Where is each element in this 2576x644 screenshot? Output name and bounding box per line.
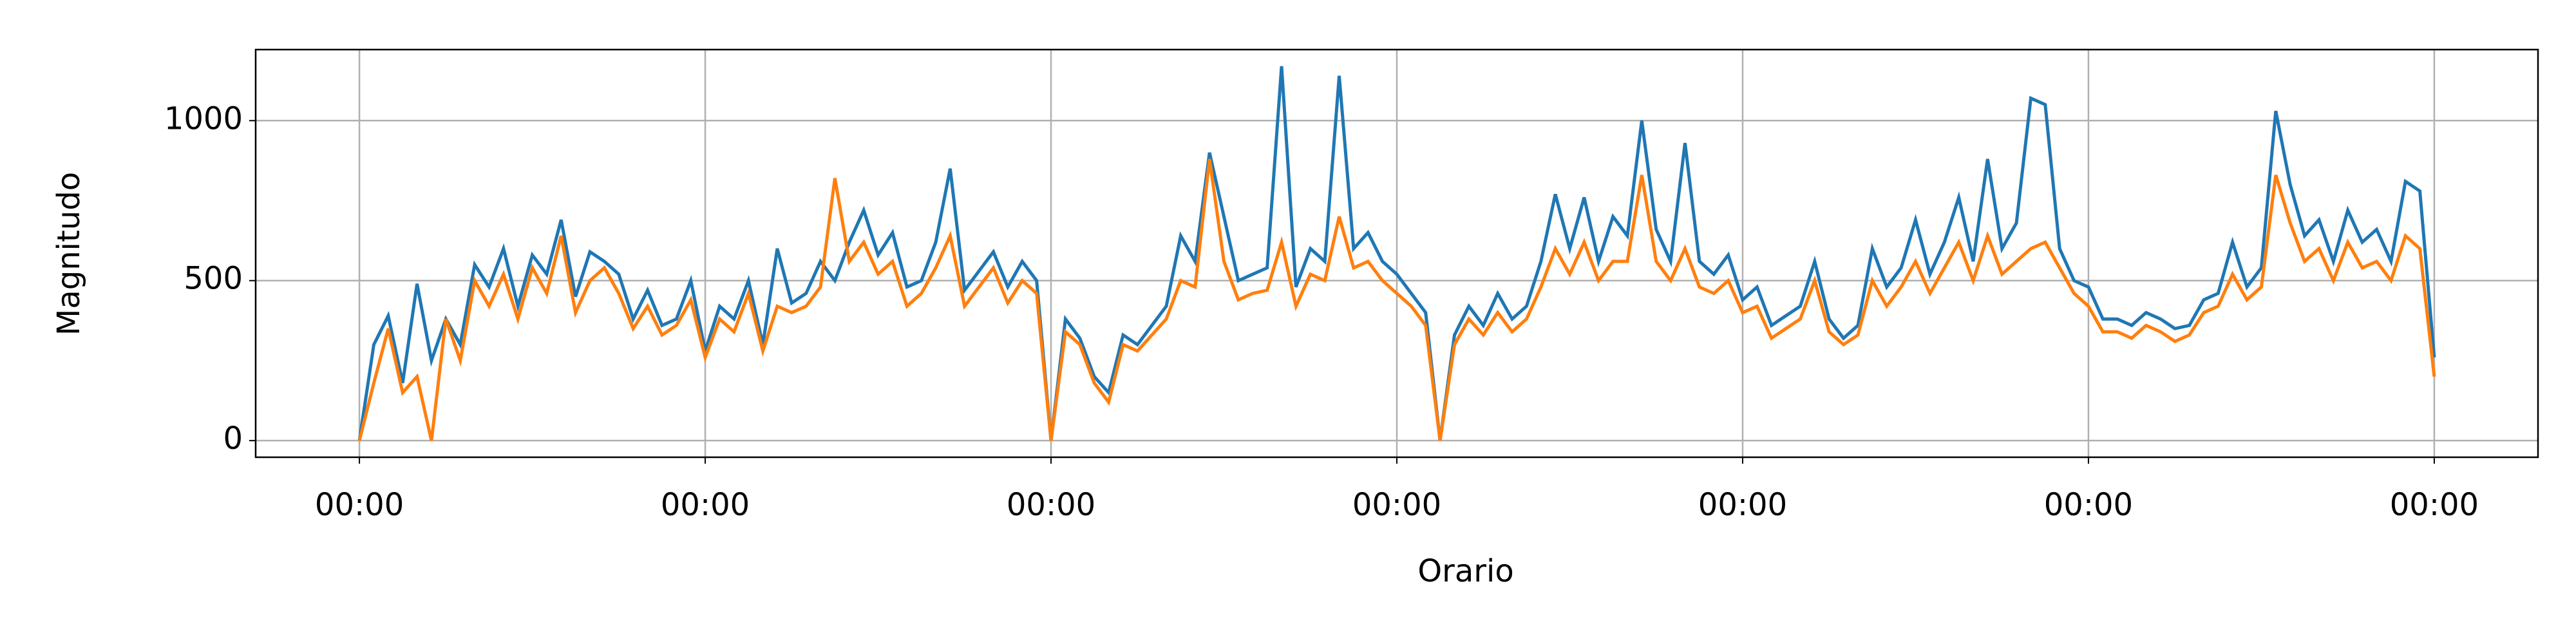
x-tick-label: 00:00: [1698, 487, 1787, 523]
y-tick-label: 1000: [164, 100, 243, 137]
x-tick-label: 00:00: [2390, 487, 2479, 523]
y-axis-label: Magnitudo: [51, 172, 87, 336]
x-tick-label: 00:00: [315, 487, 404, 523]
x-axis-label: Orario: [1417, 553, 1513, 589]
plot-frame: [254, 48, 2539, 459]
x-tick-label: 00:00: [1352, 487, 1441, 523]
y-tick-label: 500: [184, 261, 243, 297]
data-line: [357, 158, 2436, 441]
x-tick-label: 00:00: [2044, 487, 2133, 523]
x-tick-label: 00:00: [1007, 487, 1095, 523]
x-tick-label: 00:00: [661, 487, 750, 523]
y-tick-label: 0: [223, 421, 243, 457]
